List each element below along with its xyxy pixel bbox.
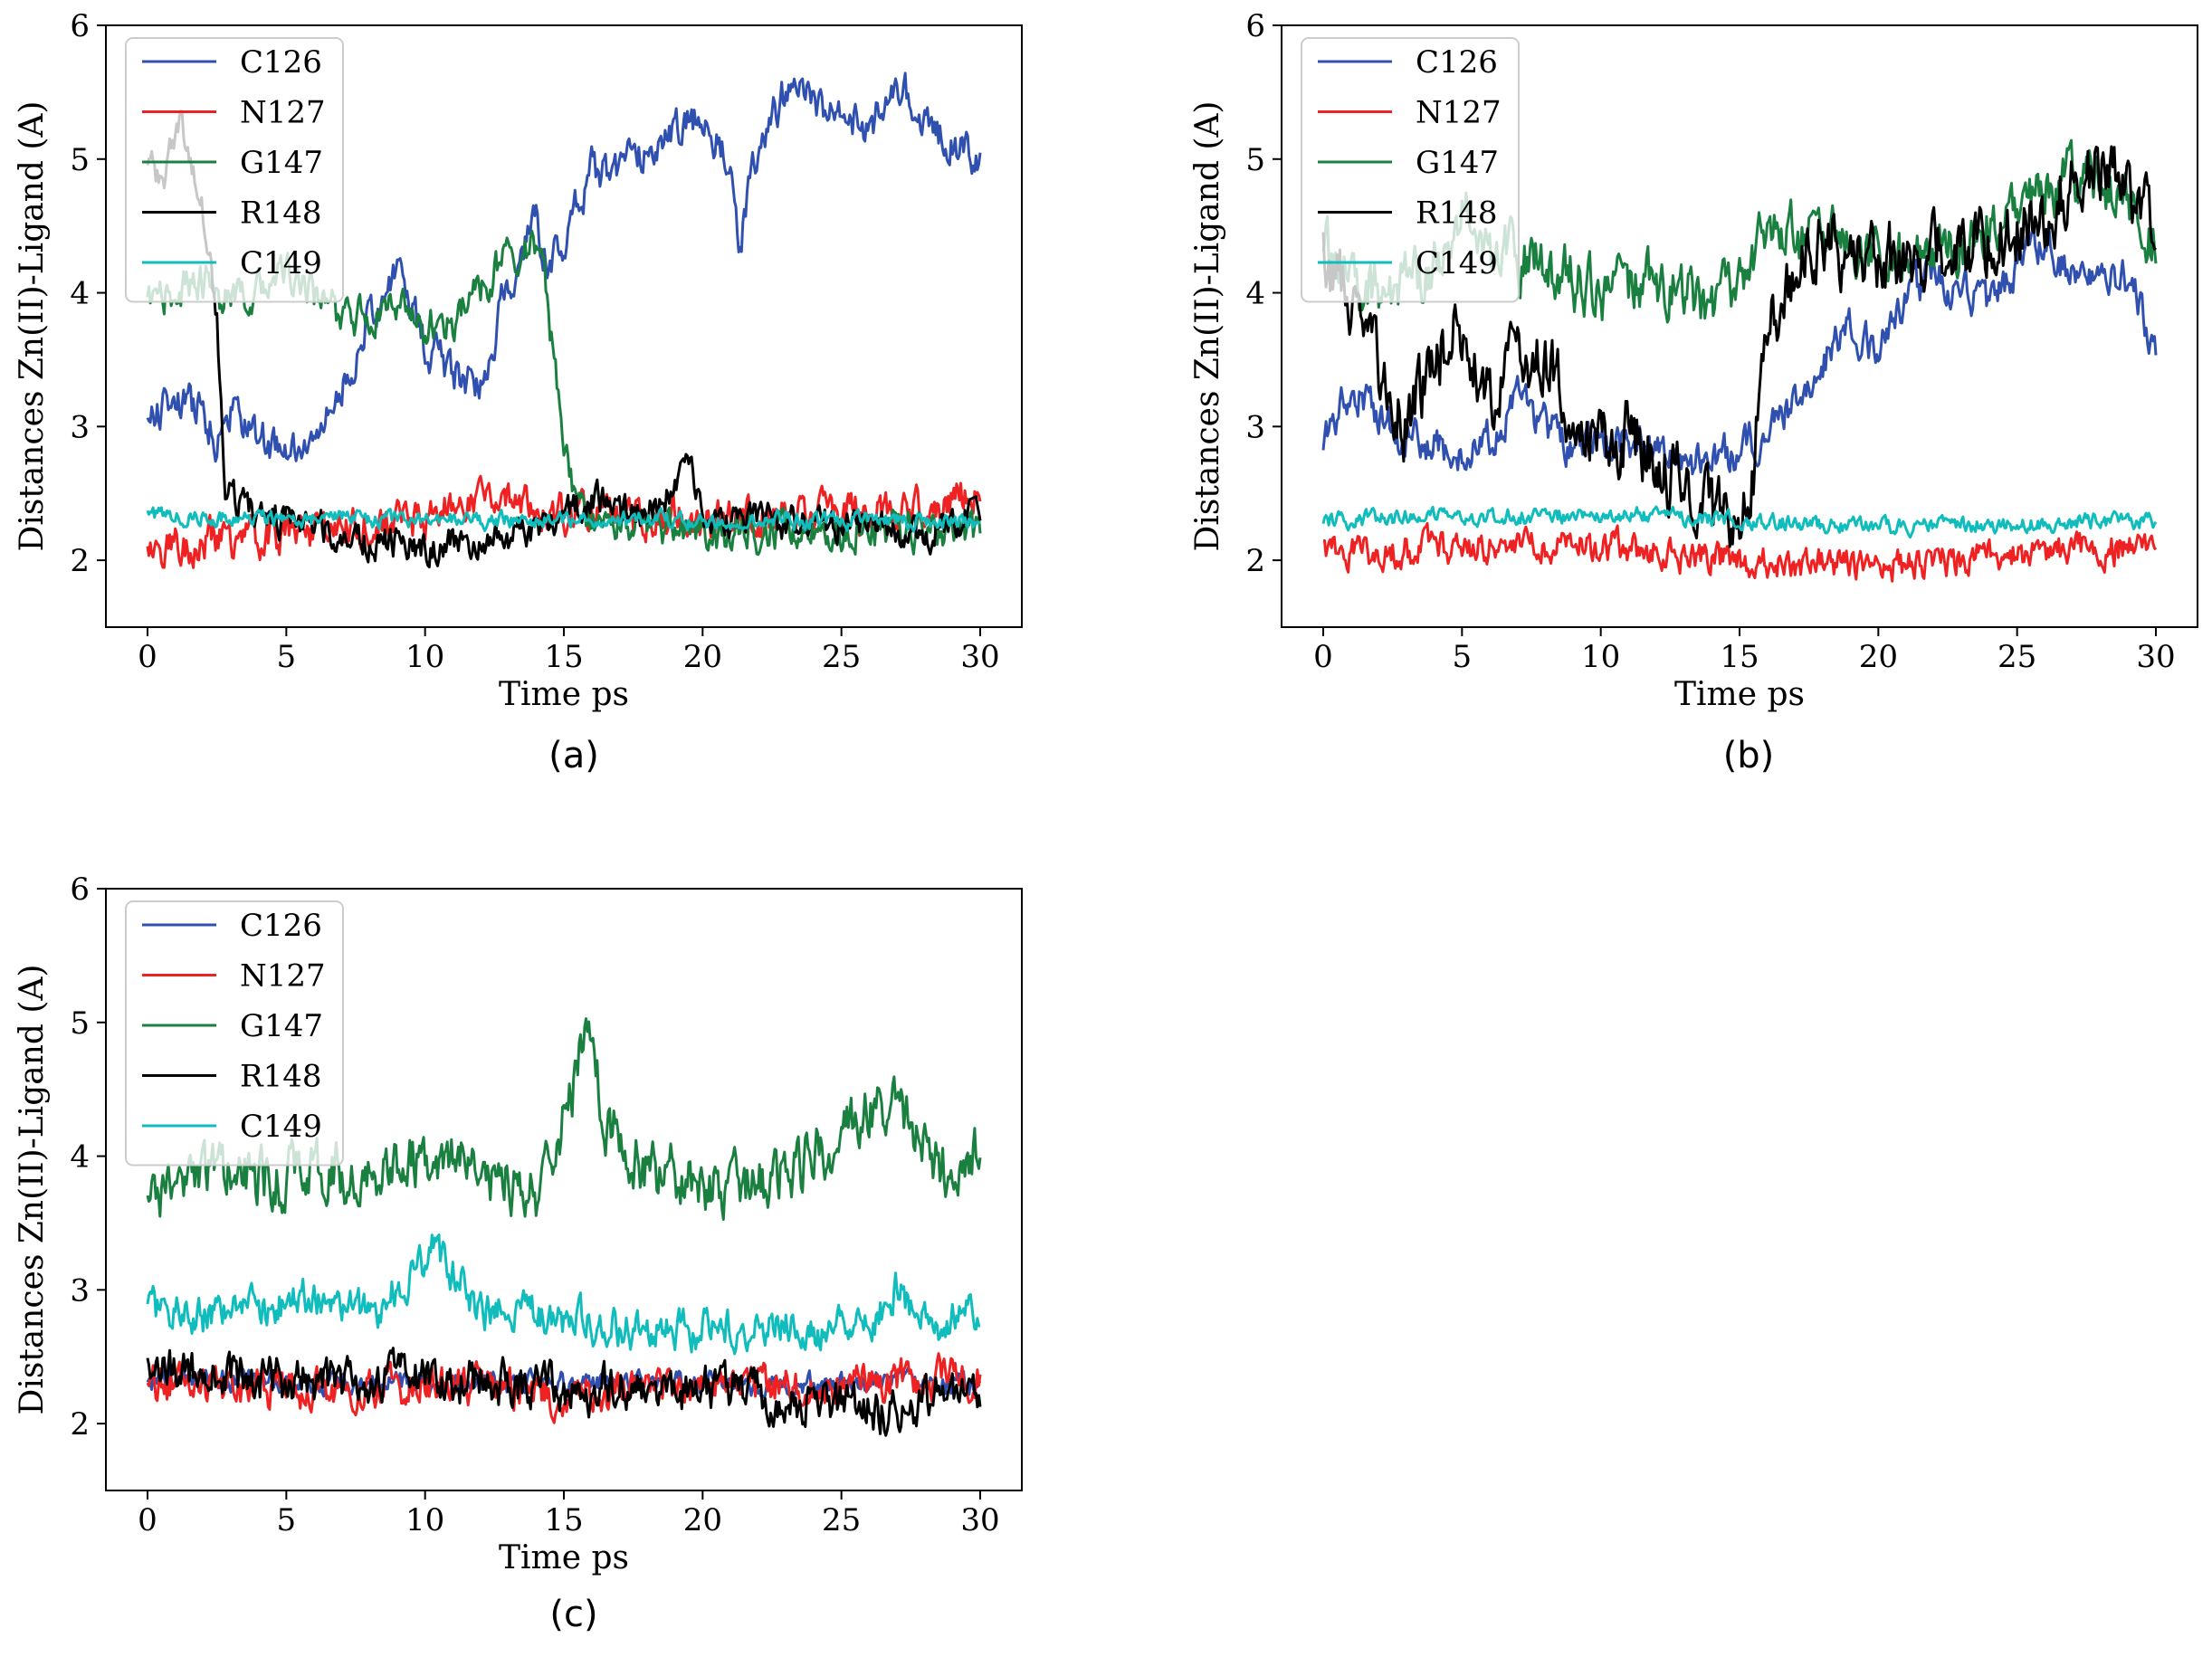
series-line-r148	[1321, 145, 2158, 548]
y-tick-label: 5	[1245, 142, 1265, 178]
y-tick-label: 3	[70, 409, 90, 445]
legend-label-r148: R148	[240, 1059, 322, 1095]
legend-box	[1301, 37, 1520, 303]
x-tick-label: 10	[405, 639, 444, 675]
x-axis-label: Time ps	[1674, 676, 1805, 713]
x-axis-label: Time ps	[499, 1539, 629, 1576]
series-line-g147	[146, 1017, 982, 1221]
y-axis-label: Distances Zn(II)-Ligand (A)	[14, 101, 51, 552]
series-line-c126	[146, 71, 982, 463]
legend-label-g147: G147	[1416, 145, 1499, 181]
x-tick-label: 0	[138, 1502, 157, 1538]
legend-label-n127: N127	[240, 958, 326, 995]
legend-label-n127: N127	[1416, 95, 1502, 131]
chart-panel-3: 0 5 10 15 20 25 30 2 3 4 5 6 Time ps Distances Zn(II)…	[14, 871, 1023, 1576]
x-tick-label: 5	[277, 639, 297, 675]
x-tick-label: 15	[544, 1502, 583, 1538]
caption-c: (c)	[549, 1594, 597, 1635]
x-tick-label: 20	[683, 639, 722, 675]
caption-b: (b)	[1723, 735, 1775, 776]
series-line-r148	[146, 1347, 982, 1437]
legend-label-g147: G147	[240, 1008, 323, 1044]
x-axis-label: Time ps	[499, 676, 629, 713]
series-line-c149	[146, 1233, 981, 1356]
y-axis-label: Distances Zn(II)-Ligand (A)	[14, 965, 51, 1415]
y-tick-label: 3	[1245, 409, 1265, 445]
y-tick-label: 4	[1245, 276, 1265, 312]
legend-label-c149: C149	[240, 245, 322, 281]
x-tick-label: 5	[1453, 639, 1473, 675]
y-tick-label: 5	[70, 142, 90, 178]
x-tick-label: 25	[1997, 639, 2036, 675]
series-line-c149	[1321, 505, 2158, 539]
legend-label-c126: C126	[240, 44, 322, 81]
x-tick-label: 30	[960, 1502, 999, 1538]
legend-label-c149: C149	[1416, 245, 1498, 281]
legend: C126 N127 G147 R148 C149	[125, 900, 344, 1167]
y-tick-label: 3	[70, 1272, 90, 1309]
x-tick-label: 30	[960, 639, 999, 675]
x-tick-label: 30	[2136, 639, 2175, 675]
y-tick-label: 6	[70, 871, 90, 908]
legend-box	[125, 37, 344, 303]
series-line-c149	[146, 506, 981, 533]
y-tick-label: 4	[70, 1139, 90, 1176]
legend-label-n127: N127	[240, 95, 326, 131]
y-tick-label: 6	[1245, 8, 1265, 44]
legend: C126 N127 G147 R148 C149	[1301, 37, 1520, 303]
legend-label-c126: C126	[240, 908, 322, 944]
x-tick-label: 10	[405, 1502, 444, 1538]
x-tick-label: 5	[277, 1502, 297, 1538]
y-tick-label: 6	[70, 8, 90, 44]
x-tick-label: 20	[683, 1502, 722, 1538]
y-tick-label: 2	[1245, 543, 1265, 579]
y-axis-label: Distances Zn(II)-Ligand (A)	[1189, 101, 1226, 552]
x-tick-label: 20	[1859, 639, 1898, 675]
y-tick-label: 4	[70, 276, 90, 312]
legend: C126 N127 G147 R148 C149	[125, 37, 344, 303]
chart-panel-2: 0 5 10 15 20 25 30 2 3 4 5 6 Time ps Distances Zn(II)…	[1189, 8, 2198, 713]
chart-panel-1: 0 5 10 15 20 25 30 2 3 4 5 6 Time ps Distances Zn(II)…	[14, 8, 1023, 713]
series-group	[146, 1017, 982, 1437]
legend-label-g147: G147	[240, 145, 323, 181]
x-tick-label: 15	[544, 639, 583, 675]
series-line-n127	[146, 1352, 982, 1424]
x-tick-label: 0	[138, 639, 157, 675]
x-tick-label: 25	[822, 639, 861, 675]
x-tick-label: 0	[1313, 639, 1333, 675]
x-tick-label: 25	[822, 1502, 861, 1538]
y-tick-label: 2	[70, 1406, 90, 1443]
x-tick-label: 15	[1720, 639, 1759, 675]
x-tick-label: 10	[1581, 639, 1620, 675]
y-tick-label: 5	[70, 1005, 90, 1042]
legend-box	[125, 900, 344, 1167]
series-line-c126	[1321, 224, 2158, 476]
legend-label-r148: R148	[1416, 195, 1498, 232]
legend-label-c149: C149	[240, 1109, 322, 1145]
series-line-n127	[1322, 521, 2158, 583]
legend-label-r148: R148	[240, 195, 322, 232]
caption-a: (a)	[548, 735, 599, 776]
y-tick-label: 2	[70, 543, 90, 579]
legend-label-c126: C126	[1416, 44, 1498, 81]
